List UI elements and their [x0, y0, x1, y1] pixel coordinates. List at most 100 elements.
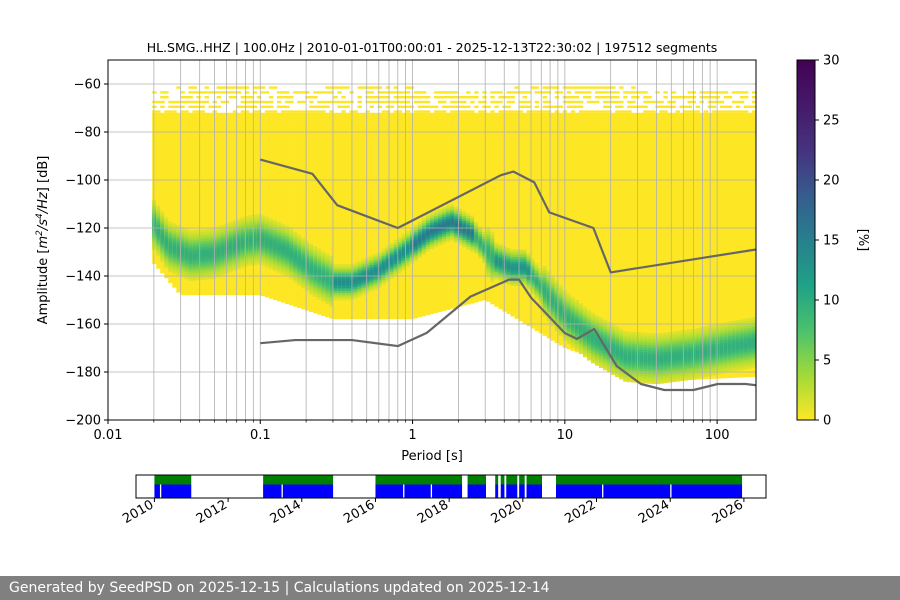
density-column	[683, 112, 688, 381]
density-cell	[337, 295, 342, 298]
density-cell	[639, 332, 644, 336]
density-cell	[619, 364, 624, 368]
density-cell	[256, 223, 262, 227]
density-cell	[687, 377, 692, 381]
density-cell	[333, 280, 338, 284]
density-cell	[667, 100, 672, 104]
density-cell	[703, 335, 709, 339]
density-cell	[341, 283, 346, 286]
density-cell	[687, 100, 692, 104]
density-cell	[357, 86, 362, 89]
density-cell	[289, 257, 294, 261]
density-cell	[393, 244, 399, 248]
density-cell	[176, 232, 181, 235]
density-cell	[566, 332, 572, 335]
density-cell	[301, 240, 306, 243]
density-column	[268, 112, 274, 299]
density-cell	[272, 229, 278, 233]
density-cell	[357, 270, 362, 273]
density-cell	[651, 357, 656, 361]
density-cell	[643, 347, 648, 350]
density-cell	[393, 259, 399, 262]
density-cell	[248, 260, 254, 264]
density-cell	[317, 265, 322, 269]
density-cell	[329, 294, 334, 297]
density-cell	[727, 359, 733, 363]
density-cell	[208, 228, 213, 232]
density-cell	[619, 338, 624, 342]
density-cell	[276, 250, 282, 254]
density-cell	[615, 350, 620, 354]
density-cell	[538, 268, 544, 271]
density-cell	[586, 324, 592, 327]
density-cell	[615, 367, 620, 370]
density-cell	[627, 372, 632, 375]
density-cell	[603, 322, 608, 325]
density-cell	[236, 242, 242, 246]
density-cell	[168, 231, 173, 234]
density-cell	[180, 229, 185, 232]
density-cell	[695, 347, 701, 350]
density-cell	[325, 299, 330, 302]
density-column	[252, 112, 258, 296]
density-cell	[667, 353, 672, 357]
density-cell	[421, 91, 427, 94]
density-cell	[578, 327, 584, 331]
density-cell	[397, 241, 403, 245]
density-cell	[578, 315, 584, 319]
density-cell	[518, 264, 523, 267]
density-cell	[377, 258, 383, 262]
density-cell	[462, 215, 467, 219]
density-cell	[538, 287, 544, 290]
density-cell	[244, 251, 250, 255]
density-cell	[176, 100, 181, 104]
density-cell	[530, 260, 535, 264]
density-cell	[466, 218, 471, 221]
density-cell	[192, 256, 197, 260]
density-cell	[357, 289, 362, 293]
density-cell	[329, 91, 334, 94]
density-cell	[160, 230, 165, 234]
density-cell	[405, 255, 411, 258]
density-cell	[397, 244, 403, 247]
density-cell	[297, 253, 302, 257]
density-cell	[695, 368, 701, 372]
density-cell	[679, 356, 684, 360]
density-cell	[470, 215, 475, 219]
density-cell	[192, 110, 197, 113]
density-cell	[240, 248, 246, 251]
timeline-coverage-bottom	[556, 484, 743, 498]
density-cell	[582, 330, 588, 334]
density-cell	[329, 291, 334, 295]
density-cell	[244, 110, 250, 113]
density-cell	[216, 86, 222, 89]
density-cell	[586, 319, 592, 323]
density-cell	[510, 271, 515, 274]
density-cell	[470, 246, 475, 250]
density-cell	[301, 271, 306, 275]
density-cell	[594, 355, 600, 359]
density-cell	[309, 105, 314, 108]
density-cell	[228, 91, 234, 94]
density-cell	[329, 287, 334, 290]
density-cell	[285, 225, 290, 229]
density-cell	[615, 362, 620, 366]
density-cell	[276, 229, 282, 232]
density-cell	[377, 273, 383, 276]
density-column	[180, 112, 185, 296]
density-cell	[228, 238, 234, 242]
density-cell	[619, 345, 624, 349]
y-axis-label-part: s	[36, 219, 51, 226]
density-cell	[631, 105, 636, 108]
footer-bar: Generated by SeedPSD on 2025-12-15 | Cal…	[0, 576, 900, 600]
density-cell	[425, 100, 431, 104]
density-cell	[719, 371, 725, 374]
density-cell	[578, 332, 584, 335]
density-cell	[337, 276, 342, 279]
density-cell	[679, 371, 684, 374]
density-cell	[309, 263, 314, 266]
density-cell	[486, 250, 491, 254]
density-cell	[276, 243, 282, 247]
density-cell	[671, 343, 676, 347]
density-cell	[236, 223, 242, 227]
